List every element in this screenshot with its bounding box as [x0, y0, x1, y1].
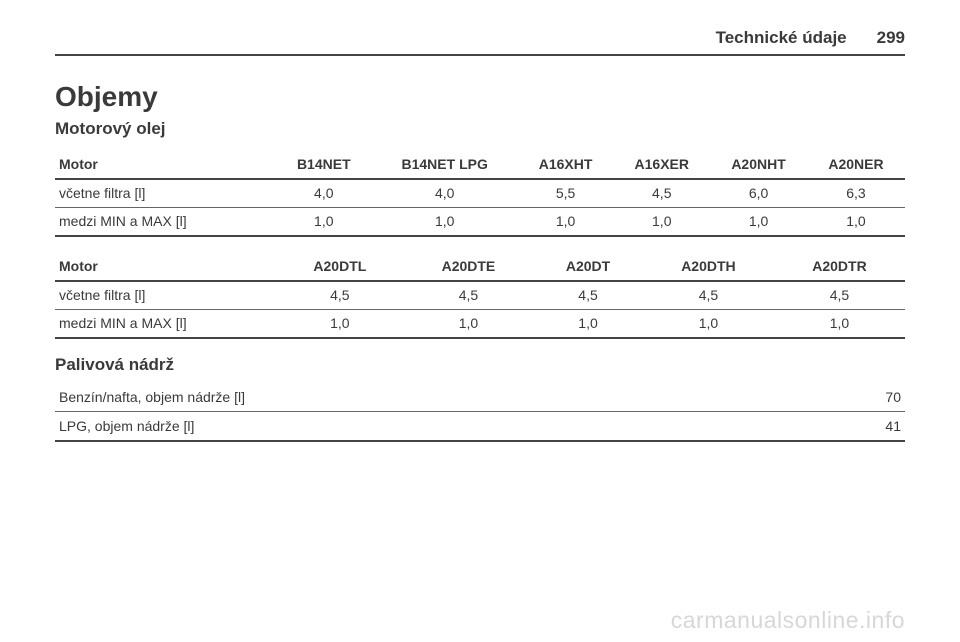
engine-oil-table-1: Motor B14NET B14NET LPG A16XHT A16XER A2…: [55, 151, 905, 237]
col-header: A20DTH: [643, 253, 774, 281]
table-row: Benzín/nafta, objem nádrže [l] 70: [55, 383, 905, 412]
table-header-row: Motor A20DTL A20DTE A20DT A20DTH A20DTR: [55, 253, 905, 281]
cell: 1,0: [404, 309, 533, 338]
cell: 1,0: [774, 309, 905, 338]
fuel-tank-table: Benzín/nafta, objem nádrže [l] 70 LPG, o…: [55, 383, 905, 442]
cell: 1,0: [276, 207, 372, 236]
header-section-label: Technické údaje: [716, 28, 847, 48]
row-label: Benzín/nafta, objem nádrže [l]: [55, 383, 803, 412]
row-label: medzi MIN a MAX [l]: [55, 207, 276, 236]
engine-oil-table-2: Motor A20DTL A20DTE A20DT A20DTH A20DTR …: [55, 253, 905, 339]
row-label: včetne filtra [l]: [55, 179, 276, 208]
cell: 41: [803, 411, 905, 441]
cell: 5,5: [518, 179, 614, 208]
cell: 1,0: [372, 207, 518, 236]
table-row: LPG, objem nádrže [l] 41: [55, 411, 905, 441]
cell: 1,0: [807, 207, 905, 236]
table-bottom-rule: [55, 236, 905, 237]
row-label: medzi MIN a MAX [l]: [55, 309, 276, 338]
cell: 4,0: [276, 179, 372, 208]
cell: 1,0: [518, 207, 614, 236]
cell: 6,3: [807, 179, 905, 208]
engine-oil-subtitle: Motorový olej: [55, 119, 905, 139]
cell: 4,5: [774, 281, 905, 310]
watermark: carmanualsonline.info: [671, 607, 905, 634]
cell: 4,0: [372, 179, 518, 208]
fuel-tank-title: Palivová nádrž: [55, 355, 905, 375]
page-header: Technické údaje 299: [55, 0, 905, 56]
cell: 4,5: [276, 281, 404, 310]
table-row: medzi MIN a MAX [l] 1,0 1,0 1,0 1,0 1,0: [55, 309, 905, 338]
table-row: včetne filtra [l] 4,0 4,0 5,5 4,5 6,0 6,…: [55, 179, 905, 208]
row-label-header: Motor: [55, 151, 276, 179]
cell: 4,5: [643, 281, 774, 310]
cell: 1,0: [276, 309, 404, 338]
row-label: LPG, objem nádrže [l]: [55, 411, 803, 441]
col-header: A20DTR: [774, 253, 905, 281]
cell: 4,5: [613, 179, 710, 208]
col-header: A20DTE: [404, 253, 533, 281]
col-header: A16XHT: [518, 151, 614, 179]
table-bottom-rule: [55, 338, 905, 339]
cell: 70: [803, 383, 905, 412]
col-header: A20DTL: [276, 253, 404, 281]
row-label-header: Motor: [55, 253, 276, 281]
table-bottom-rule: [55, 441, 905, 442]
cell: 1,0: [533, 309, 643, 338]
page-title: Objemy: [55, 82, 905, 113]
page: Technické údaje 299 Objemy Motorový olej…: [0, 0, 960, 642]
table-header-row: Motor B14NET B14NET LPG A16XHT A16XER A2…: [55, 151, 905, 179]
col-header: A20DT: [533, 253, 643, 281]
table-row: medzi MIN a MAX [l] 1,0 1,0 1,0 1,0 1,0 …: [55, 207, 905, 236]
cell: 1,0: [710, 207, 807, 236]
cell: 6,0: [710, 179, 807, 208]
col-header: A20NER: [807, 151, 905, 179]
row-label: včetne filtra [l]: [55, 281, 276, 310]
cell: 4,5: [404, 281, 533, 310]
col-header: A20NHT: [710, 151, 807, 179]
col-header: B14NET: [276, 151, 372, 179]
table-row: včetne filtra [l] 4,5 4,5 4,5 4,5 4,5: [55, 281, 905, 310]
col-header: B14NET LPG: [372, 151, 518, 179]
cell: 1,0: [613, 207, 710, 236]
col-header: A16XER: [613, 151, 710, 179]
header-page-number: 299: [877, 28, 905, 48]
cell: 1,0: [643, 309, 774, 338]
cell: 4,5: [533, 281, 643, 310]
